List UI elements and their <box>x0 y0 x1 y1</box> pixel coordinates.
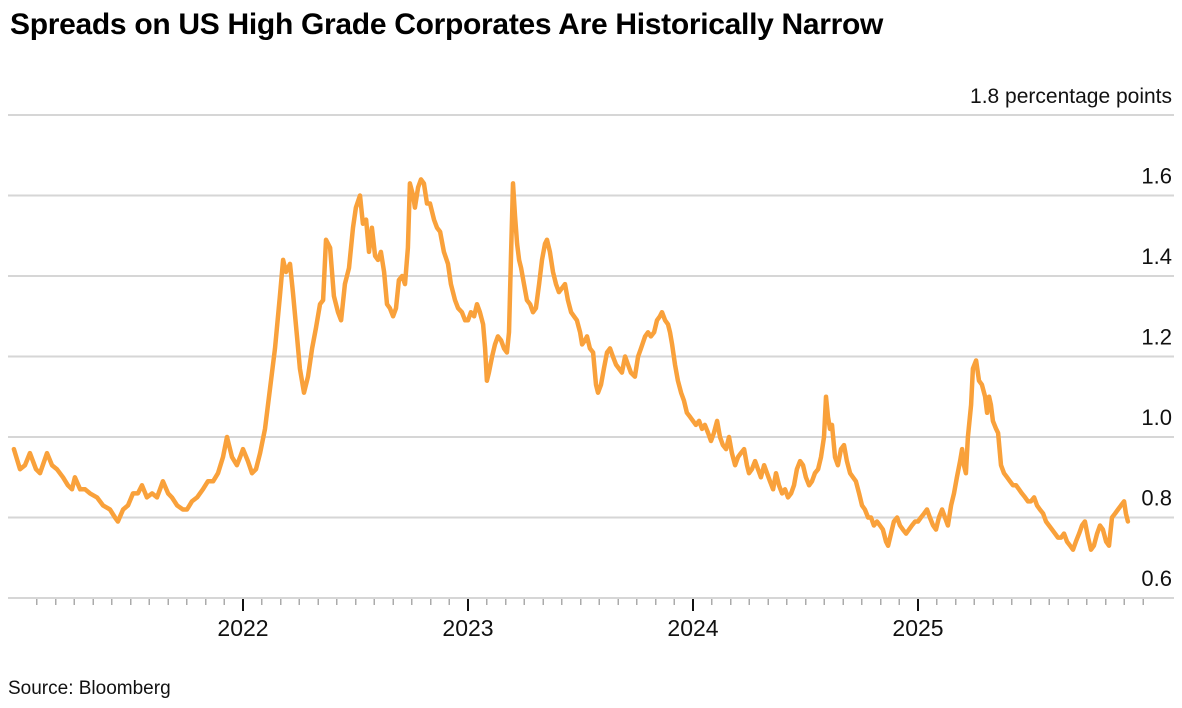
chart-title: Spreads on US High Grade Corporates Are … <box>10 8 884 41</box>
x-axis-year-label: 2022 <box>217 615 268 641</box>
y-axis-label: 1.4 <box>1141 244 1172 269</box>
source-attribution: Source: Bloomberg <box>8 678 171 699</box>
y-axis-label: 0.8 <box>1141 486 1172 511</box>
y-axis-unit-label: 1.8 percentage points <box>970 85 1172 108</box>
y-axis-label: 0.6 <box>1141 566 1172 591</box>
y-axis-label: 1.0 <box>1141 405 1172 430</box>
spread-series-line <box>11 177 1131 552</box>
y-axis-label: 1.2 <box>1141 325 1172 350</box>
x-axis-year-label: 2023 <box>442 615 493 641</box>
y-axis-label: 1.6 <box>1141 164 1172 189</box>
x-axis-year-label: 2025 <box>892 615 943 641</box>
x-axis-year-label: 2024 <box>667 615 718 641</box>
